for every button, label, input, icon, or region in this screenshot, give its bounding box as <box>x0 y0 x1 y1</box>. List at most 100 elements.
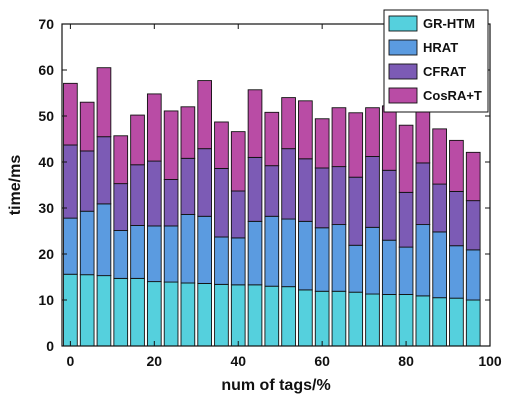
bar-segment-hrat-3 <box>113 230 129 279</box>
bar-segment-cfrat-1 <box>79 150 95 212</box>
bar-segment-gr-htm-4 <box>130 277 145 347</box>
bar-segment-cfrat-22 <box>432 183 447 233</box>
bar-segment-hrat-18 <box>365 226 380 295</box>
bar-segment-gr-htm-11 <box>247 284 263 347</box>
bar-segment-cosra-t-15 <box>314 118 330 169</box>
bar-segment-hrat-6 <box>163 225 179 283</box>
bar-segment-gr-htm-22 <box>432 297 447 347</box>
bar-segment-cosra-t-14 <box>298 100 313 160</box>
legend-label: GR-HTM <box>423 16 475 31</box>
bar-segment-cosra-t-8 <box>197 80 212 150</box>
bar-segment-cfrat-15 <box>314 167 330 229</box>
bar-segment-cfrat-7 <box>180 157 196 215</box>
x-tick-label: 60 <box>314 353 330 369</box>
x-tick-label: 40 <box>230 353 246 369</box>
bar-segment-cfrat-17 <box>348 176 364 246</box>
bar-segment-hrat-21 <box>415 224 431 297</box>
bar-segment-cosra-t-24 <box>465 151 481 202</box>
bar-segment-gr-htm-5 <box>146 281 162 347</box>
bar-segment-hrat-9 <box>214 236 229 285</box>
bar-segment-cfrat-5 <box>146 160 162 227</box>
bar-segment-cosra-t-18 <box>365 107 380 157</box>
bar-segment-hrat-1 <box>79 210 95 276</box>
bar-segment-hrat-24 <box>465 249 481 301</box>
bar-segment-gr-htm-1 <box>79 274 95 347</box>
legend-swatch <box>388 87 418 104</box>
bar-segment-gr-htm-3 <box>113 277 129 347</box>
bar-segment-gr-htm-14 <box>298 289 313 347</box>
legend-swatch <box>388 15 418 32</box>
bar-segment-cosra-t-9 <box>214 121 229 169</box>
bar-segment-cosra-t-4 <box>130 114 145 166</box>
bar-segment-hrat-7 <box>180 213 196 284</box>
bar-segment-cosra-t-17 <box>348 112 364 178</box>
legend-swatch <box>388 39 418 56</box>
bar-segment-gr-htm-21 <box>415 295 431 347</box>
bar-segment-gr-htm-16 <box>331 290 347 347</box>
bar-segment-gr-htm-6 <box>163 281 179 347</box>
y-tick-label: 70 <box>38 16 54 32</box>
y-axis-title: time/ms <box>7 155 24 216</box>
bar-segment-hrat-8 <box>197 215 212 284</box>
y-tick-label: 40 <box>38 154 54 170</box>
bar-segment-cosra-t-10 <box>230 131 246 192</box>
bar-segment-hrat-17 <box>348 244 364 293</box>
bar-segment-hrat-0 <box>63 217 78 275</box>
bar-segment-cfrat-19 <box>381 169 397 241</box>
bar-segment-cfrat-13 <box>281 148 296 220</box>
bar-segment-cfrat-4 <box>130 164 145 226</box>
x-axis-title: num of tags/% <box>221 377 330 394</box>
bar-segment-cfrat-2 <box>96 136 112 205</box>
bar-segment-gr-htm-9 <box>214 283 229 347</box>
bar-segment-cfrat-24 <box>465 200 481 251</box>
x-tick-label: 100 <box>478 353 502 369</box>
bar-segment-cosra-t-11 <box>247 89 263 158</box>
x-tick-label: 80 <box>398 353 414 369</box>
y-tick-label: 10 <box>38 292 54 308</box>
bar-segment-gr-htm-8 <box>197 282 212 347</box>
bar-segment-gr-htm-24 <box>465 299 481 347</box>
bar-segment-hrat-10 <box>230 237 246 286</box>
bar-segment-hrat-22 <box>432 231 447 299</box>
bar-segment-gr-htm-15 <box>314 290 330 347</box>
bar-segment-gr-htm-23 <box>449 297 464 347</box>
bar-segment-cfrat-18 <box>365 156 380 228</box>
bars-layer <box>63 67 481 347</box>
bar-segment-hrat-14 <box>298 220 313 291</box>
bar-segment-cfrat-8 <box>197 148 212 217</box>
bar-segment-cosra-t-20 <box>398 124 414 193</box>
y-tick-label: 50 <box>38 108 54 124</box>
bar-segment-hrat-12 <box>264 215 280 287</box>
bar-segment-cosra-t-0 <box>63 82 78 146</box>
bar-segment-cfrat-10 <box>230 190 246 239</box>
legend-swatch <box>388 63 418 80</box>
bar-segment-cosra-t-3 <box>113 135 129 185</box>
bar-segment-gr-htm-19 <box>381 294 397 347</box>
legend: GR-HTM HRAT CFRAT CosRA+T <box>383 9 489 113</box>
bar-segment-cosra-t-1 <box>79 101 95 152</box>
bar-segment-cosra-t-22 <box>432 128 447 185</box>
legend-label: CFRAT <box>423 64 466 79</box>
plot-frame <box>61 23 491 347</box>
bar-segment-cosra-t-19 <box>381 105 397 171</box>
bar-segment-hrat-2 <box>96 203 112 277</box>
bar-segment-cosra-t-7 <box>180 106 196 159</box>
bar-segment-cosra-t-23 <box>449 139 464 192</box>
bar-segment-hrat-4 <box>130 225 145 279</box>
bar-segment-gr-htm-10 <box>230 284 246 347</box>
bar-segment-cosra-t-5 <box>146 93 162 162</box>
legend-label: HRAT <box>423 40 458 55</box>
bar-segment-cosra-t-6 <box>163 110 179 180</box>
bar-segment-cosra-t-2 <box>96 67 112 138</box>
bar-segment-cosra-t-16 <box>331 107 347 168</box>
bar-segment-gr-htm-17 <box>348 291 364 347</box>
y-tick-label: 20 <box>38 246 54 262</box>
bar-segment-cfrat-6 <box>163 179 179 227</box>
bar-segment-cfrat-16 <box>331 166 347 226</box>
bar-segment-hrat-16 <box>331 224 347 292</box>
bar-segment-hrat-20 <box>398 246 414 295</box>
bar-segment-gr-htm-2 <box>96 275 112 347</box>
bar-segment-cfrat-9 <box>214 167 229 238</box>
bar-segment-gr-htm-18 <box>365 293 380 347</box>
y-tick-label: 60 <box>38 62 54 78</box>
